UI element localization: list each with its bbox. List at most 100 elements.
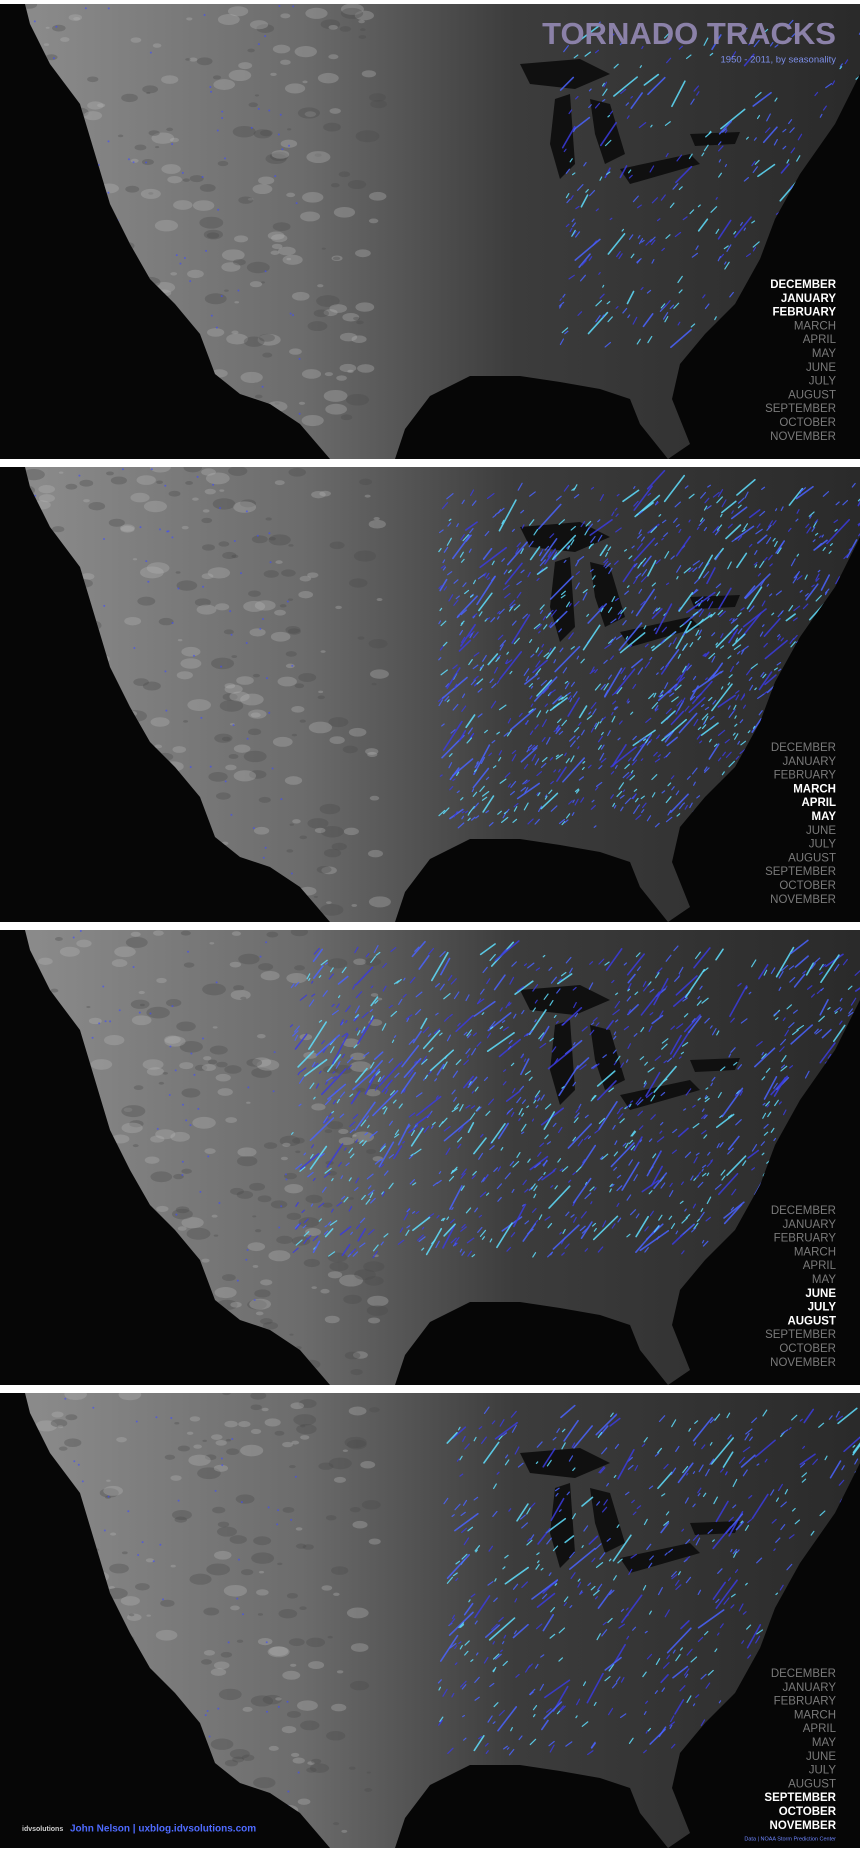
relief: [219, 489, 224, 491]
track-dot: [230, 814, 232, 816]
relief: [356, 321, 364, 325]
relief: [311, 1286, 316, 1289]
relief: [197, 605, 217, 615]
relief: [230, 962, 241, 968]
track-dot: [182, 172, 184, 174]
relief: [171, 1565, 176, 1568]
relief: [299, 402, 305, 405]
month-label: SEPTEMBER: [765, 1329, 836, 1341]
month-label: SEPTEMBER: [765, 403, 836, 415]
relief: [218, 541, 229, 546]
relief: [337, 1670, 343, 1673]
relief: [65, 1414, 77, 1420]
track-dot: [182, 1104, 184, 1106]
relief: [253, 674, 260, 678]
relief: [203, 1608, 219, 1616]
relief: [290, 824, 294, 826]
relief: [112, 959, 128, 967]
relief: [308, 321, 328, 331]
track-dot: [216, 327, 218, 329]
relief: [296, 1424, 317, 1434]
relief: [114, 946, 136, 957]
relief: [271, 1200, 287, 1208]
relief: [253, 184, 273, 194]
relief: [164, 1036, 181, 1044]
relief: [347, 1607, 369, 1618]
relief: [254, 827, 269, 835]
relief: [341, 414, 352, 420]
relief: [208, 772, 227, 782]
relief: [187, 270, 204, 278]
relief: [377, 598, 383, 601]
month-label: FEBRUARY: [774, 770, 837, 782]
relief: [302, 369, 321, 379]
relief: [268, 1250, 290, 1261]
relief: [325, 404, 347, 415]
relief: [285, 626, 300, 634]
relief: [249, 1183, 265, 1191]
relief: [179, 1062, 193, 1069]
relief: [170, 138, 179, 143]
relief: [226, 1448, 239, 1455]
relief: [280, 13, 290, 18]
track-dot: [247, 1086, 249, 1088]
relief: [214, 1551, 232, 1560]
track-dot: [171, 143, 173, 145]
relief: [299, 835, 307, 839]
relief: [281, 1157, 288, 1161]
track-dot: [105, 1020, 107, 1022]
track-dot: [119, 1009, 121, 1011]
track-dot: [151, 468, 153, 470]
track-dot: [181, 1174, 183, 1176]
relief: [359, 479, 372, 485]
relief: [230, 1535, 247, 1544]
relief: [287, 1593, 298, 1599]
relief: [349, 1767, 356, 1770]
track-dot: [265, 847, 267, 849]
relief: [252, 1215, 256, 1217]
track-dot: [272, 767, 274, 769]
relief: [264, 570, 279, 578]
relief: [52, 1412, 64, 1418]
relief: [170, 1475, 181, 1481]
relief: [306, 151, 330, 163]
relief: [295, 683, 304, 688]
track-dot: [263, 857, 265, 859]
relief: [106, 471, 114, 475]
relief: [204, 1650, 215, 1656]
relief: [369, 1407, 379, 1412]
track-dot: [133, 966, 135, 968]
relief: [340, 333, 357, 342]
relief: [156, 978, 167, 983]
relief: [76, 940, 91, 948]
relief: [302, 415, 324, 426]
relief: [263, 1322, 278, 1330]
track-dot: [80, 930, 82, 932]
relief: [155, 220, 178, 232]
relief: [222, 552, 236, 559]
track-dot: [172, 622, 174, 624]
relief: [202, 544, 215, 550]
relief: [64, 1389, 87, 1400]
relief: [202, 573, 214, 579]
relief: [181, 1169, 192, 1174]
relief: [349, 728, 367, 737]
track-dot: [280, 114, 282, 116]
relief: [183, 178, 190, 182]
relief: [286, 193, 295, 197]
relief: [368, 850, 383, 858]
track-dot: [265, 941, 267, 943]
relief: [129, 1614, 134, 1617]
relief: [289, 468, 306, 477]
relief: [369, 639, 388, 648]
month-label: OCTOBER: [779, 1343, 836, 1355]
relief: [340, 26, 351, 32]
track-dot: [292, 314, 294, 316]
track-dot: [268, 532, 270, 534]
month-label: JUNE: [806, 825, 836, 837]
relief: [187, 699, 211, 711]
relief: [289, 1638, 305, 1646]
month-label: MARCH: [794, 1246, 836, 1258]
relief: [261, 971, 280, 980]
